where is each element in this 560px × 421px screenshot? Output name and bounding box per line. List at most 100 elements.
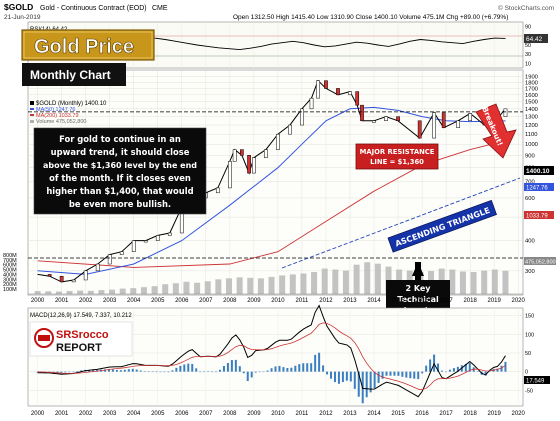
price-candle [300, 108, 304, 126]
price-tick-label: 1300 [525, 115, 538, 121]
macd-x-tick-label: 2007 [199, 411, 213, 417]
price-candle [456, 120, 460, 128]
x-tick-label: 2004 [127, 298, 141, 304]
volume-tick-label: 800M [3, 253, 17, 259]
macd-x-tick-label: 2004 [127, 411, 141, 417]
macd-histogram-bar [222, 366, 225, 372]
legend-volume: Volume 475,052,800 [36, 119, 86, 125]
price-candle [355, 91, 360, 106]
price-tick-label: 900 [525, 153, 535, 159]
price-candle [372, 120, 376, 123]
macd-histogram-bar [274, 366, 277, 372]
x-tick-label: 2008 [223, 298, 237, 304]
volume-bar [151, 286, 158, 294]
volume-bar [279, 275, 286, 294]
x-tick-label: 2020 [512, 298, 526, 304]
macd-histogram-bar [203, 371, 206, 373]
macd-value-tag: 17.549 [526, 379, 545, 385]
main-annotation: For gold to continue in an upward trend,… [33, 127, 207, 215]
macd-histogram-bar [246, 371, 249, 381]
macd-x-tick-label: 2013 [343, 411, 357, 417]
volume-bar [119, 288, 126, 294]
srsrocco-logo: SRSrocco REPORT [29, 321, 133, 357]
volume-tick-label: 400M [3, 272, 17, 278]
x-tick-label: 2018 [463, 298, 477, 304]
macd-histogram-bar [381, 371, 384, 379]
macd-histogram-bar [409, 371, 412, 379]
price-candle [336, 88, 340, 96]
macd-histogram-bar [266, 370, 269, 372]
volume-bar [183, 281, 190, 294]
volume-bar [140, 287, 147, 294]
close-tag-bg [524, 166, 554, 175]
macd-histogram-bar [353, 371, 356, 389]
price-tick-label: 1700 [525, 86, 538, 92]
macd-histogram-bar [123, 369, 126, 372]
macd-histogram-bar [80, 370, 83, 372]
title-badge: Gold Price [21, 29, 155, 61]
price-tick-label: 400 [525, 239, 535, 245]
contract-description: Gold - Continuous Contract (EOD) [40, 5, 147, 12]
price-candle [71, 279, 76, 283]
macd-x-tick-label: 2006 [175, 411, 189, 417]
price-candle [288, 124, 292, 135]
price-candle [503, 108, 508, 117]
macd-histogram-bar [163, 371, 166, 373]
macd-histogram-bar [365, 371, 368, 398]
price-candle [468, 113, 472, 122]
x-tick-label: 2007 [199, 298, 213, 304]
volume-bar [87, 290, 94, 294]
macd-histogram-bar [215, 371, 218, 373]
macd-histogram-bar [302, 363, 305, 372]
macd-tick-label: -50 [525, 388, 533, 394]
macd-tick-label: 0 [525, 370, 528, 376]
legend-main: $GOLD (Monthly) 1400.10 [36, 101, 107, 107]
price-candle [232, 149, 237, 162]
price-candle [441, 112, 446, 128]
price-candle [227, 161, 232, 189]
price-tick-label: 1200 [525, 123, 538, 129]
macd-histogram-bar [345, 371, 348, 381]
ma200-tag: 1033.79 [526, 214, 548, 220]
macd-histogram-bar [270, 368, 273, 372]
volume-bar [236, 277, 243, 294]
volume-tag-bg [524, 257, 556, 265]
macd-x-tick-label: 2012 [319, 411, 333, 417]
macd-histogram-bar [405, 371, 408, 378]
macd-histogram-bar [425, 365, 428, 372]
logo-tagline: REPORT [56, 342, 102, 354]
volume-bar [353, 264, 360, 294]
x-tick-label: 2002 [79, 298, 93, 304]
macd-histogram-bar [341, 371, 344, 383]
volume-bar [34, 291, 41, 294]
macd-histogram-bar [92, 369, 95, 372]
macd-line [37, 304, 506, 398]
macd-histogram-bar [282, 367, 285, 372]
macd-histogram-bar [127, 369, 130, 372]
volume-tick-label: 600M [3, 263, 17, 269]
macd-histogram-bar [64, 371, 67, 373]
macd-histogram-bar [369, 371, 372, 393]
macd-x-tick-label: 2005 [151, 411, 165, 417]
macd-histogram-bar [452, 368, 455, 372]
price-candle [396, 116, 400, 122]
rsi-tick-label: 50 [525, 43, 531, 49]
macd-histogram-bar [262, 371, 265, 373]
price-candle [143, 240, 148, 243]
price-tick-label: 1000 [525, 142, 538, 148]
volume-bar [311, 272, 318, 294]
macd-histogram-bar [417, 371, 420, 380]
key-levels-line-2: Technical [397, 295, 439, 304]
logo-name: SRSrocco [56, 329, 109, 341]
volume-bar [470, 272, 477, 294]
x-tick-label: 2012 [319, 298, 333, 304]
resistance-line-2: LINE = $1,360 [370, 158, 424, 166]
macd-histogram-bar [207, 371, 210, 372]
macd-histogram-bar [496, 368, 499, 372]
macd-x-tick-label: 2001 [55, 411, 69, 417]
macd-x-tick-label: 2020 [512, 411, 526, 417]
price-candle [348, 91, 352, 96]
macd-histogram-bar [131, 368, 134, 372]
volume-bar [332, 269, 339, 294]
volume-bar [162, 284, 169, 294]
